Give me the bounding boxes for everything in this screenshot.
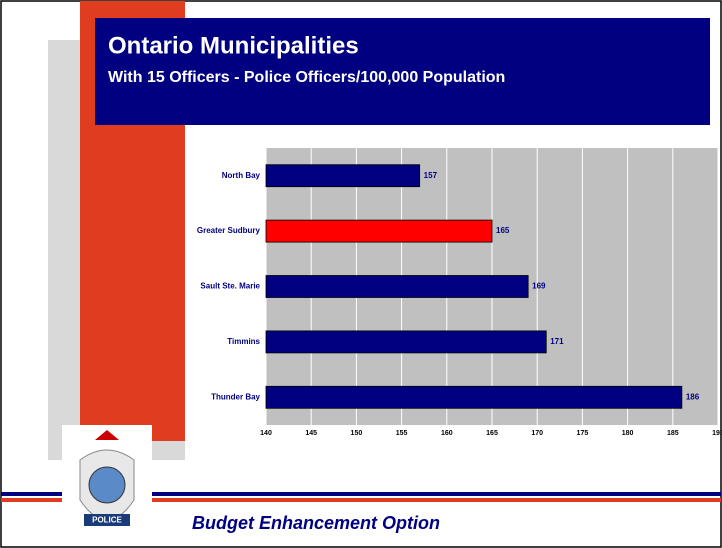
x-tick-label: 185: [667, 430, 679, 437]
y-tick-label: Timmins: [227, 337, 260, 346]
bar: [265, 219, 493, 243]
bar: [265, 385, 683, 409]
value-label: 165: [496, 226, 510, 235]
logo-banner: [84, 514, 130, 526]
x-tick-label: 190: [712, 430, 722, 437]
value-label: 169: [532, 282, 546, 291]
bar: [265, 275, 529, 298]
bar: [265, 164, 421, 188]
value-label: 157: [424, 171, 438, 180]
plot: 140 145 150 155 160 165 170 175 180 185 190 157 Nort…: [197, 148, 722, 437]
logo-emblem: [88, 466, 126, 504]
y-tick-label: Thunder Bay: [211, 392, 260, 401]
title-box: [95, 18, 710, 125]
y-tick-label: North Bay: [222, 171, 261, 180]
stripe-navy: [1, 492, 721, 496]
stripe-red: [1, 498, 721, 502]
value-label: 171: [550, 337, 564, 346]
footer: Budget Enhancement Option: [192, 513, 440, 533]
logo-crown: [95, 430, 119, 440]
x-tick-label: 175: [577, 430, 589, 437]
logo: POLICE: [62, 425, 152, 540]
chart-title: Ontario Municipalities: [108, 32, 359, 59]
bar: [265, 330, 547, 354]
x-tick-label: 145: [305, 430, 317, 437]
x-tick-label: 160: [441, 430, 453, 437]
x-tick-label: 155: [396, 430, 408, 437]
x-tick-label: 170: [531, 430, 543, 437]
chart-subtitle: With 15 Officers - Police Officers/100,0…: [108, 69, 505, 86]
x-tick-label: 140: [260, 430, 272, 437]
x-tick-label: 180: [622, 430, 634, 437]
y-tick-label: Sault Ste. Marie: [200, 282, 260, 291]
x-tick-label: 165: [486, 430, 498, 437]
x-tick-label: 150: [351, 430, 363, 437]
logo-text: POLICE: [92, 516, 122, 525]
value-label: 186: [686, 392, 700, 401]
y-tick-label: Greater Sudbury: [197, 226, 261, 235]
